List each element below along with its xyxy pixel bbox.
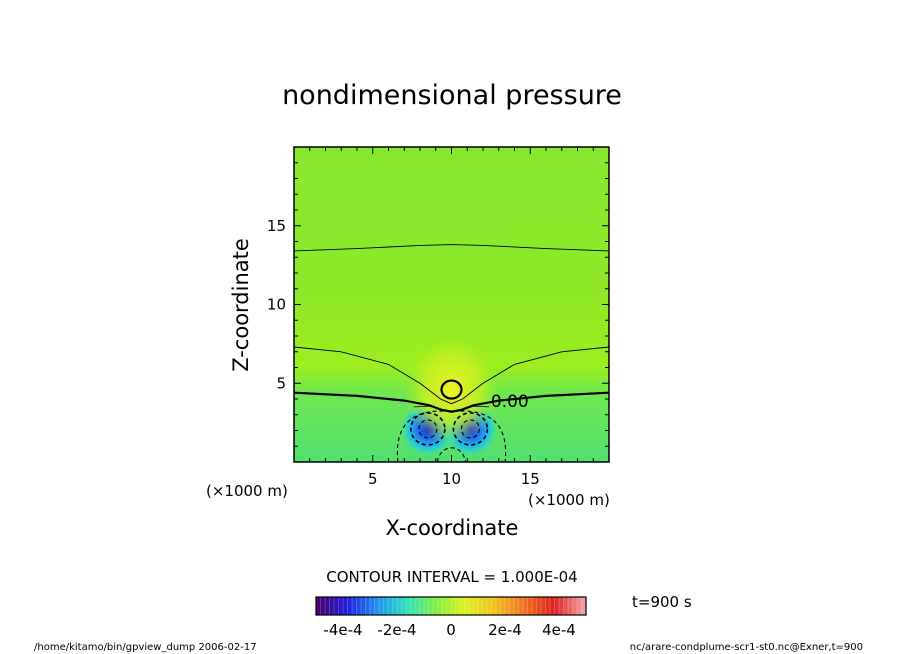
contour-line-negative [396, 410, 507, 462]
y-axis-title: Z-coordinate [229, 238, 253, 372]
x-tick-label: 5 [368, 470, 378, 488]
contour-label: 0.00 [491, 392, 529, 412]
colorbar-tick-label: 2e-4 [488, 621, 522, 639]
colorbar-tick-label: 4e-4 [542, 621, 576, 639]
footer-right: nc/arare-condplume-scr1-st0.nc@Exner,t=9… [630, 642, 863, 653]
contour-line-negative [452, 412, 489, 446]
chart-title: nondimensional pressure [282, 80, 622, 111]
colorbar-frame [315, 596, 587, 616]
x-unit-label-left: (×1000 m) [206, 482, 288, 500]
x-tick-label: 15 [521, 470, 540, 488]
time-label: t=900 s [632, 593, 692, 611]
plot-area [294, 147, 609, 462]
contour-line-negative [410, 412, 446, 446]
x-axis-title: X-coordinate [386, 516, 519, 540]
colorbar-tick-label: -2e-4 [377, 621, 416, 639]
y-tick-label: 5 [276, 374, 286, 392]
colorbar [315, 596, 587, 616]
pressure-high [403, 334, 500, 445]
contour-line [294, 244, 609, 252]
contour-line [294, 346, 609, 405]
colorbar-tick-label: -4e-4 [323, 621, 362, 639]
contour-line-negative [436, 447, 467, 462]
y-tick-label: 10 [267, 296, 286, 314]
y-tick-label: 15 [267, 217, 286, 235]
x-unit-label-right: (×1000 m) [528, 491, 610, 509]
contour-line-negative [460, 419, 480, 439]
contour-interval-text: CONTOUR INTERVAL = 1.000E-04 [326, 568, 577, 586]
colorbar-tick-label: 0 [446, 621, 456, 639]
contour-line-high [440, 379, 463, 400]
x-tick-label: 10 [442, 470, 461, 488]
contour-line [413, 405, 490, 413]
footer-left: /home/kitamo/bin/gpview_dump 2006-02-17 [34, 642, 257, 653]
contour-line-negative [418, 419, 438, 439]
contour-line-zero [294, 391, 609, 413]
